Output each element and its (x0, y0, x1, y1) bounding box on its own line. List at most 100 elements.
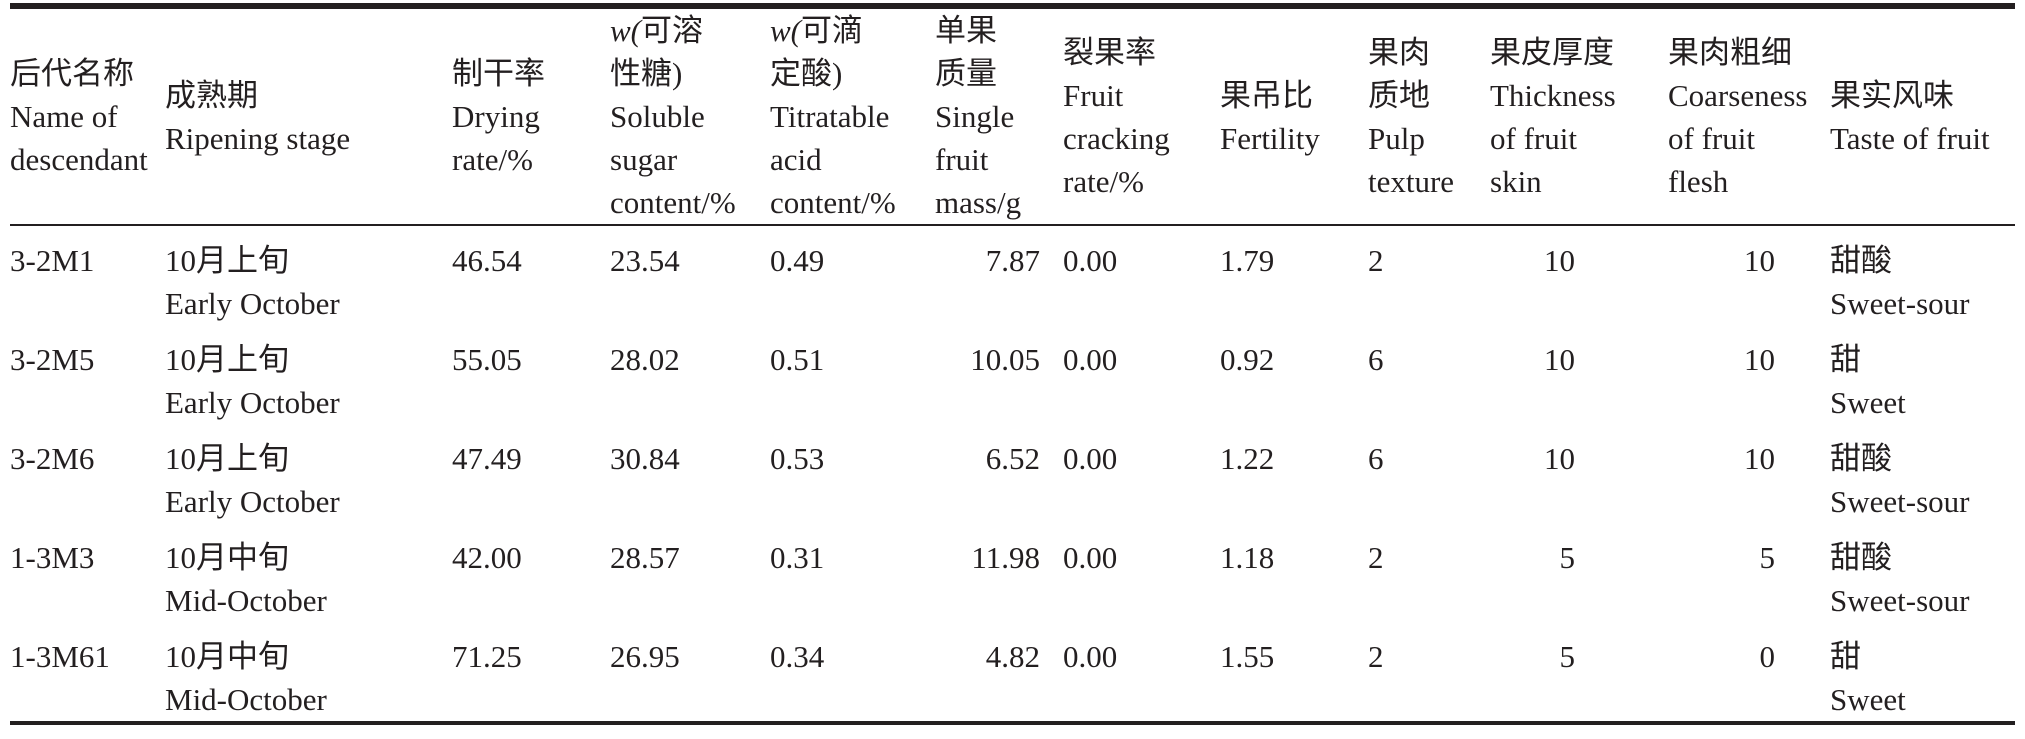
cell-fertility: 1.18 (1220, 540, 1275, 575)
cell-skin-thickness: 10 (1544, 342, 1575, 377)
header-en-label: Coarseness of fruit flesh (1668, 77, 1808, 199)
cell-pulp-texture: 2 (1368, 540, 1384, 575)
cell-fertility: 1.79 (1220, 243, 1275, 278)
cell-cracking-rate: 0.00 (1063, 441, 1118, 476)
cell-single-fruit-mass: 10.05 (970, 342, 1040, 377)
header-en-label: Single fruit mass/g (935, 99, 1022, 220)
cell-flesh-coarseness: 0 (1759, 639, 1776, 674)
column-header-ripening-stage: 成熟期 Ripening stage (165, 6, 452, 225)
header-en-label: Ripening stage (165, 120, 351, 156)
table-row: 3-2M1 10月上旬 Early October 46.54 23.54 0.… (10, 225, 2015, 325)
cell-ripening-stage: 10月上旬 Early October (165, 225, 452, 325)
column-header-name: 后代名称 Name of descendant (10, 6, 165, 225)
cell-drying-rate: 55.05 (452, 342, 522, 377)
table-row: 1-3M61 10月中旬 Mid-October 71.25 26.95 0.3… (10, 622, 2015, 723)
taste-en-text: Sweet-sour (1830, 286, 1970, 321)
cell-taste: 甜 Sweet (1830, 622, 2015, 723)
header-zh-label: 果肉 质地 (1368, 34, 1430, 113)
column-header-skin-thickness: 果皮厚度 Thickness of fruit skin (1490, 6, 1668, 225)
cell-single-fruit-mass: 11.98 (971, 540, 1040, 575)
ripening-zh-text: 10月上旬 (165, 342, 289, 377)
column-header-drying-rate: 制干率 Drying rate/% (452, 6, 610, 225)
header-zh-label: 后代名称 (10, 56, 134, 91)
column-header-cracking-rate: 裂果率 Fruit cracking rate/% (1063, 6, 1220, 225)
taste-en-text: Sweet-sour (1830, 484, 1970, 519)
cell-taste: 甜酸 Sweet-sour (1830, 424, 2015, 523)
cell-taste: 甜酸 Sweet-sour (1830, 523, 2015, 622)
cell-drying-rate: 42.00 (452, 540, 522, 575)
header-zh-label: 单果 质量 (935, 13, 997, 91)
cell-descendant-name: 3-2M6 (10, 441, 95, 476)
header-en-label: Drying rate/% (452, 99, 540, 177)
ripening-en-text: Early October (165, 385, 340, 420)
cell-pulp-texture: 6 (1368, 441, 1384, 476)
cell-titratable-acid: 0.51 (770, 342, 825, 377)
header-zh-label: 成熟期 (165, 77, 258, 113)
header-zh-label: 果肉粗细 (1668, 34, 1792, 70)
cell-titratable-acid: 0.31 (770, 540, 825, 575)
cell-pulp-texture: 2 (1368, 639, 1384, 674)
header-en-label: Soluble sugar content/% (610, 99, 736, 220)
taste-en-text: Sweet-sour (1830, 583, 1970, 618)
header-en-label: Pulp texture (1368, 120, 1455, 199)
header-en-label: Name of descendant (10, 99, 148, 177)
cell-drying-rate: 71.25 (452, 639, 522, 674)
descendant-traits-table: 后代名称 Name of descendant 成熟期 Ripening sta… (10, 3, 2015, 725)
cell-titratable-acid: 0.34 (770, 639, 825, 674)
ripening-en-text: Early October (165, 484, 340, 519)
cell-ripening-stage: 10月中旬 Mid-October (165, 622, 452, 723)
taste-zh-text: 甜酸 (1830, 540, 1892, 575)
cell-descendant-name: 3-2M5 (10, 342, 95, 377)
cell-ripening-stage: 10月中旬 Mid-October (165, 523, 452, 622)
header-en-label: Taste of fruit (1830, 120, 1990, 156)
header-zh-label: w(可溶 性糖) (610, 13, 703, 91)
table-row: 1-3M3 10月中旬 Mid-October 42.00 28.57 0.31… (10, 523, 2015, 622)
ripening-zh-text: 10月中旬 (165, 639, 289, 674)
cell-flesh-coarseness: 10 (1744, 342, 1775, 377)
cell-fertility: 0.92 (1220, 342, 1275, 377)
ripening-en-text: Mid-October (165, 583, 327, 618)
cell-cracking-rate: 0.00 (1063, 639, 1118, 674)
header-zh-label: w(可滴 定酸) (770, 13, 863, 91)
ripening-zh-text: 10月中旬 (165, 540, 289, 575)
cell-cracking-rate: 0.00 (1063, 243, 1118, 278)
column-header-titratable-acid: w(可滴 定酸) Titratable acid content/% (770, 6, 935, 225)
cell-descendant-name: 1-3M3 (10, 540, 95, 575)
cell-pulp-texture: 2 (1368, 243, 1384, 278)
ripening-en-text: Mid-October (165, 682, 327, 717)
taste-en-text: Sweet (1830, 385, 1906, 420)
cell-titratable-acid: 0.49 (770, 243, 825, 278)
header-zh-label: 果实风味 (1830, 77, 1954, 113)
cell-taste: 甜 Sweet (1830, 325, 2015, 424)
header-en-label: Thickness of fruit skin (1490, 77, 1616, 199)
cell-soluble-sugar: 30.84 (610, 441, 680, 476)
cell-soluble-sugar: 28.02 (610, 342, 680, 377)
cell-fertility: 1.22 (1220, 441, 1275, 476)
cell-drying-rate: 47.49 (452, 441, 522, 476)
header-row: 后代名称 Name of descendant 成熟期 Ripening sta… (10, 6, 2015, 225)
cell-single-fruit-mass: 6.52 (985, 441, 1040, 476)
cell-soluble-sugar: 23.54 (610, 243, 680, 278)
header-zh-label: 果皮厚度 (1490, 34, 1614, 70)
taste-zh-text: 甜 (1830, 342, 1861, 377)
cell-cracking-rate: 0.00 (1063, 342, 1118, 377)
ripening-zh-text: 10月上旬 (165, 441, 289, 476)
header-zh-label: 果吊比 (1220, 77, 1313, 113)
header-zh-label: 裂果率 (1063, 34, 1156, 70)
cell-ripening-stage: 10月上旬 Early October (165, 424, 452, 523)
cell-flesh-coarseness: 5 (1759, 540, 1776, 575)
cell-soluble-sugar: 28.57 (610, 540, 680, 575)
cell-descendant-name: 3-2M1 (10, 243, 95, 278)
cell-flesh-coarseness: 10 (1744, 243, 1775, 278)
cell-cracking-rate: 0.00 (1063, 540, 1118, 575)
taste-zh-text: 甜 (1830, 639, 1861, 674)
column-header-taste: 果实风味 Taste of fruit (1830, 6, 2015, 225)
table-row: 3-2M6 10月上旬 Early October 47.49 30.84 0.… (10, 424, 2015, 523)
column-header-single-fruit-mass: 单果 质量 Single fruit mass/g (935, 6, 1063, 225)
column-header-flesh-coarseness: 果肉粗细 Coarseness of fruit flesh (1668, 6, 1830, 225)
column-header-fertility: 果吊比 Fertility (1220, 6, 1368, 225)
cell-ripening-stage: 10月上旬 Early October (165, 325, 452, 424)
cell-skin-thickness: 10 (1544, 441, 1575, 476)
cell-fertility: 1.55 (1220, 639, 1275, 674)
